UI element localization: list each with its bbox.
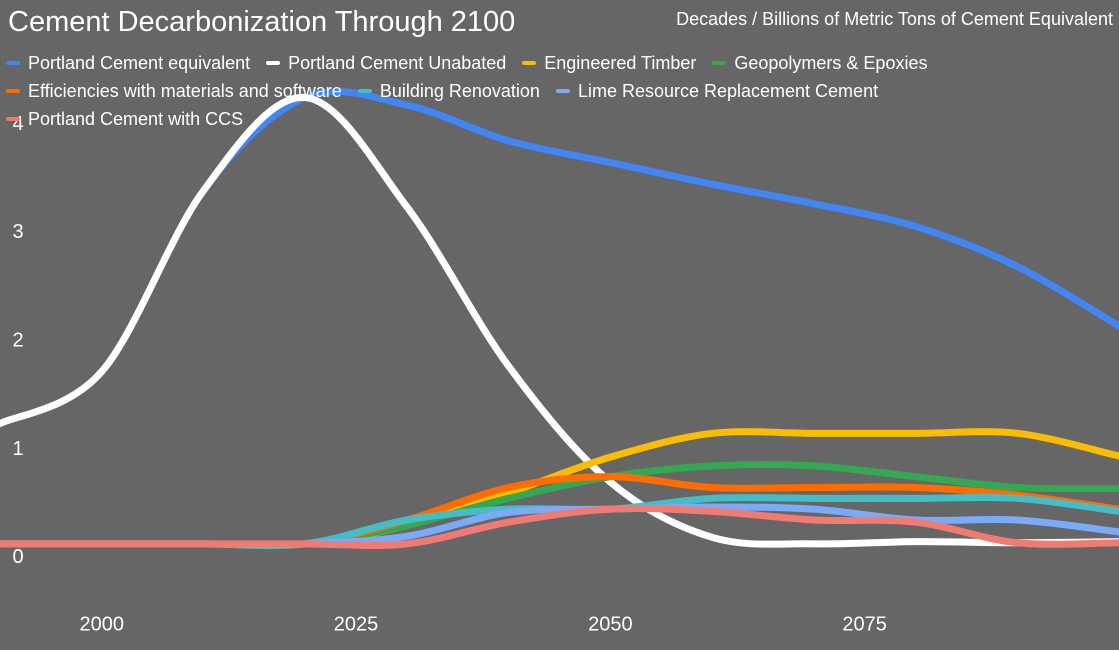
legend-label: Portland Cement Unabated — [288, 52, 507, 73]
legend-swatch — [6, 61, 20, 65]
legend-item: Lime Resource Replacement Cement — [555, 80, 879, 102]
x-tick-label: 2050 — [588, 613, 633, 635]
x-tick-label: 2075 — [842, 613, 887, 635]
legend-label: Portland Cement with CCS — [28, 108, 244, 129]
legend-item: Building Renovation — [357, 80, 540, 102]
series-line — [0, 93, 1119, 548]
x-tick-label: 2000 — [79, 613, 124, 635]
series-line — [0, 504, 1119, 549]
legend-item: Efficiencies with materials and software — [6, 80, 342, 102]
legend-item: Portland Cement with CCS — [6, 108, 243, 130]
legend-item: Engineered Timber — [522, 52, 696, 74]
legend-label: Lime Resource Replacement Cement — [577, 80, 879, 101]
legend-swatch — [266, 61, 281, 65]
legend-label: Building Renovation — [379, 80, 540, 101]
legend-swatch — [6, 89, 20, 93]
legend-label: Engineered Timber — [544, 52, 697, 73]
y-tick-label: 1 — [12, 438, 23, 460]
legend-item: Portland Cement equivalent — [6, 52, 250, 74]
legend-label: Geopolymers & Epoxies — [734, 52, 928, 73]
chart-title: Cement Decarbonization Through 2100 — [8, 6, 516, 38]
y-tick-label: 4 — [12, 113, 23, 135]
legend-item: Geopolymers & Epoxies — [712, 52, 927, 74]
y-tick-label: 2 — [12, 330, 23, 352]
legend-label: Portland Cement equivalent — [28, 52, 251, 73]
legend-item: Portland Cement Unabated — [266, 52, 506, 74]
y-tick-label: 3 — [12, 221, 23, 243]
legend-swatch — [522, 61, 537, 65]
legend-swatch — [555, 89, 570, 93]
y-tick-label: 0 — [12, 546, 23, 568]
chart-subtitle: Decades / Billions of Metric Tons of Cem… — [676, 9, 1113, 29]
legend-swatch — [6, 117, 20, 121]
legend-swatch — [357, 89, 372, 93]
x-tick-label: 2025 — [334, 613, 379, 635]
legend: Portland Cement equivalent Portland Cemen… — [6, 52, 1006, 130]
legend-label: Efficiencies with materials and software — [28, 80, 342, 101]
legend-swatch — [712, 61, 727, 65]
